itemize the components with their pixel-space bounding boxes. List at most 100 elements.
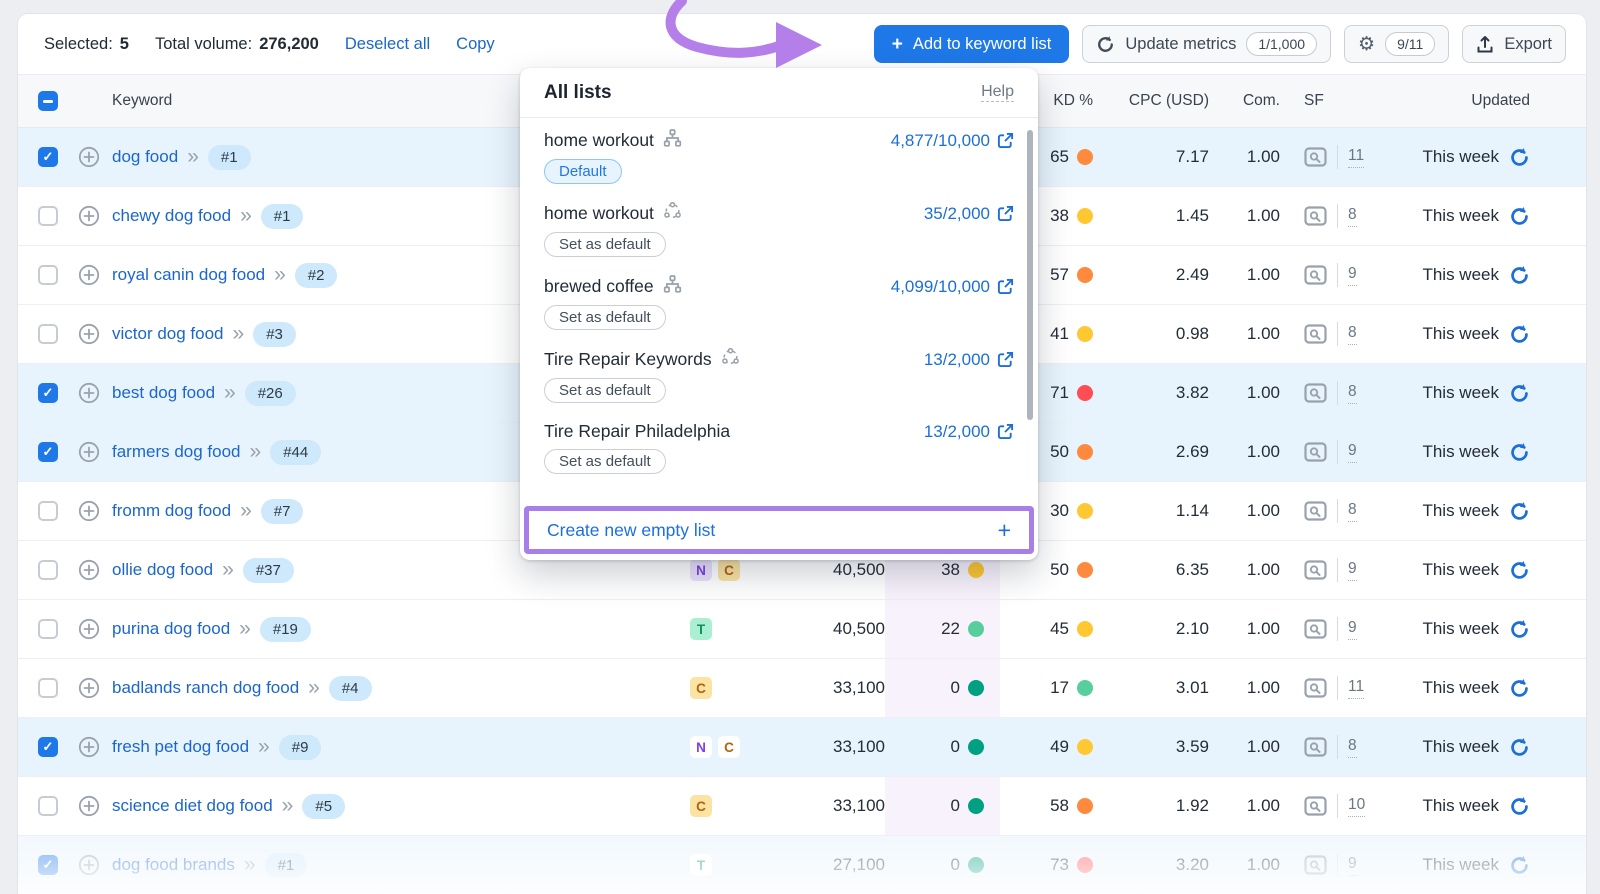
sf-count[interactable]: 8 bbox=[1348, 737, 1357, 758]
header-kd[interactable]: KD % bbox=[1053, 92, 1093, 109]
sf-count[interactable]: 9 bbox=[1348, 265, 1357, 286]
settings-button[interactable]: ⚙ 9/11 bbox=[1344, 25, 1450, 63]
row-checkbox[interactable] bbox=[38, 560, 58, 580]
add-keyword-icon[interactable] bbox=[78, 559, 100, 581]
list-item[interactable]: Tire Repair Philadelphia 13/2,000 Set as… bbox=[520, 410, 1038, 483]
list-item[interactable]: Tire Repair Keywords 13/2,000 Set as def… bbox=[520, 337, 1038, 410]
help-link[interactable]: Help bbox=[981, 83, 1014, 102]
keyword-link[interactable]: badlands ranch dog food bbox=[112, 678, 300, 697]
expand-chevrons-icon[interactable]: » bbox=[274, 262, 286, 286]
list-item[interactable]: home workout 4,877/10,000 Default bbox=[520, 118, 1038, 191]
header-com[interactable]: Com. bbox=[1242, 92, 1280, 109]
list-name[interactable]: Tire Repair Philadelphia bbox=[544, 421, 731, 441]
sf-count[interactable]: 9 bbox=[1348, 855, 1357, 876]
external-link-icon[interactable] bbox=[997, 132, 1014, 149]
add-keyword-icon[interactable] bbox=[78, 500, 100, 522]
expand-chevrons-icon[interactable]: » bbox=[222, 557, 234, 581]
refresh-icon[interactable] bbox=[1509, 619, 1530, 640]
row-checkbox[interactable] bbox=[38, 619, 58, 639]
keyword-link[interactable]: fresh pet dog food bbox=[112, 737, 250, 756]
keyword-link[interactable]: victor dog food bbox=[112, 324, 224, 343]
expand-chevrons-icon[interactable]: » bbox=[308, 675, 320, 699]
add-keyword-icon[interactable] bbox=[78, 146, 100, 168]
keyword-link[interactable]: best dog food bbox=[112, 383, 216, 402]
external-link-icon[interactable] bbox=[997, 351, 1014, 368]
add-keyword-icon[interactable] bbox=[78, 264, 100, 286]
sf-count[interactable]: 10 bbox=[1348, 796, 1366, 817]
keyword-link[interactable]: farmers dog food bbox=[112, 442, 241, 461]
list-count-link[interactable]: 13/2,000 bbox=[923, 349, 990, 369]
serp-features-icon[interactable] bbox=[1304, 206, 1327, 226]
expand-chevrons-icon[interactable]: » bbox=[240, 498, 252, 522]
serp-features-icon[interactable] bbox=[1304, 324, 1327, 344]
add-keyword-icon[interactable] bbox=[78, 441, 100, 463]
serp-features-icon[interactable] bbox=[1304, 619, 1327, 639]
refresh-icon[interactable] bbox=[1509, 855, 1530, 876]
expand-chevrons-icon[interactable]: » bbox=[249, 439, 262, 463]
list-name[interactable]: home workout bbox=[544, 130, 654, 150]
header-sf[interactable]: SF bbox=[1304, 92, 1324, 109]
serp-features-icon[interactable] bbox=[1304, 855, 1327, 875]
sf-count[interactable]: 8 bbox=[1348, 324, 1357, 345]
add-keyword-icon[interactable] bbox=[78, 382, 100, 404]
expand-chevrons-icon[interactable]: » bbox=[243, 852, 256, 876]
refresh-icon[interactable] bbox=[1509, 501, 1530, 522]
create-new-list-button[interactable]: Create new empty list + bbox=[524, 506, 1034, 554]
external-link-icon[interactable] bbox=[997, 278, 1014, 295]
serp-features-icon[interactable] bbox=[1304, 796, 1327, 816]
refresh-icon[interactable] bbox=[1509, 737, 1530, 758]
sf-count[interactable]: 9 bbox=[1348, 560, 1357, 581]
export-button[interactable]: Export bbox=[1462, 25, 1566, 63]
list-count-link[interactable]: 35/2,000 bbox=[923, 203, 990, 223]
row-checkbox[interactable] bbox=[38, 206, 58, 226]
list-item[interactable]: home workout 35/2,000 Set as default bbox=[520, 191, 1038, 264]
serp-features-icon[interactable] bbox=[1304, 265, 1327, 285]
set-as-default-button[interactable]: Set as default bbox=[544, 449, 666, 474]
external-link-icon[interactable] bbox=[997, 423, 1014, 440]
row-checkbox[interactable] bbox=[38, 501, 58, 521]
row-checkbox[interactable] bbox=[38, 324, 58, 344]
keyword-link[interactable]: dog food bbox=[112, 147, 179, 166]
set-as-default-button[interactable]: Set as default bbox=[544, 232, 666, 257]
sf-count[interactable]: 11 bbox=[1348, 678, 1365, 699]
sf-count[interactable]: 8 bbox=[1348, 501, 1357, 522]
select-all-checkbox[interactable] bbox=[38, 91, 58, 111]
expand-chevrons-icon[interactable]: » bbox=[232, 321, 245, 345]
expand-chevrons-icon[interactable]: » bbox=[240, 203, 252, 227]
refresh-icon[interactable] bbox=[1509, 206, 1530, 227]
header-keyword[interactable]: Keyword bbox=[112, 92, 173, 109]
serp-features-icon[interactable] bbox=[1304, 501, 1327, 521]
add-keyword-icon[interactable] bbox=[78, 618, 100, 640]
add-to-keyword-list-button[interactable]: + Add to keyword list bbox=[873, 25, 1070, 63]
expand-chevrons-icon[interactable]: » bbox=[187, 144, 199, 168]
keyword-link[interactable]: ollie dog food bbox=[112, 560, 214, 579]
serp-features-icon[interactable] bbox=[1304, 383, 1327, 403]
row-checkbox[interactable] bbox=[38, 265, 58, 285]
add-keyword-icon[interactable] bbox=[78, 323, 100, 345]
serp-features-icon[interactable] bbox=[1304, 560, 1327, 580]
external-link-icon[interactable] bbox=[997, 205, 1014, 222]
list-name[interactable]: Tire Repair Keywords bbox=[544, 349, 712, 369]
add-keyword-icon[interactable] bbox=[78, 205, 100, 227]
row-checkbox[interactable] bbox=[38, 442, 58, 462]
refresh-icon[interactable] bbox=[1509, 147, 1530, 168]
refresh-icon[interactable] bbox=[1509, 678, 1530, 699]
sf-count[interactable]: 9 bbox=[1348, 442, 1357, 463]
header-cpc[interactable]: CPC (USD) bbox=[1128, 92, 1209, 109]
row-checkbox[interactable] bbox=[38, 678, 58, 698]
refresh-icon[interactable] bbox=[1509, 265, 1530, 286]
row-checkbox[interactable] bbox=[38, 383, 58, 403]
sf-count[interactable]: 8 bbox=[1348, 383, 1357, 404]
add-keyword-icon[interactable] bbox=[78, 677, 100, 699]
set-as-default-button[interactable]: Set as default bbox=[544, 305, 666, 330]
list-name[interactable]: home workout bbox=[544, 203, 654, 223]
update-metrics-button[interactable]: Update metrics 1/1,000 bbox=[1082, 25, 1332, 63]
keyword-link[interactable]: dog food brands bbox=[112, 855, 235, 874]
sf-count[interactable]: 8 bbox=[1348, 206, 1357, 227]
list-count-link[interactable]: 4,877/10,000 bbox=[890, 130, 990, 150]
list-item[interactable]: brewed coffee 4,099/10,000 Set as defaul… bbox=[520, 264, 1038, 337]
header-updated[interactable]: Updated bbox=[1471, 92, 1530, 109]
refresh-icon[interactable] bbox=[1509, 796, 1530, 817]
row-checkbox[interactable] bbox=[38, 796, 58, 816]
keyword-link[interactable]: purina dog food bbox=[112, 619, 231, 638]
